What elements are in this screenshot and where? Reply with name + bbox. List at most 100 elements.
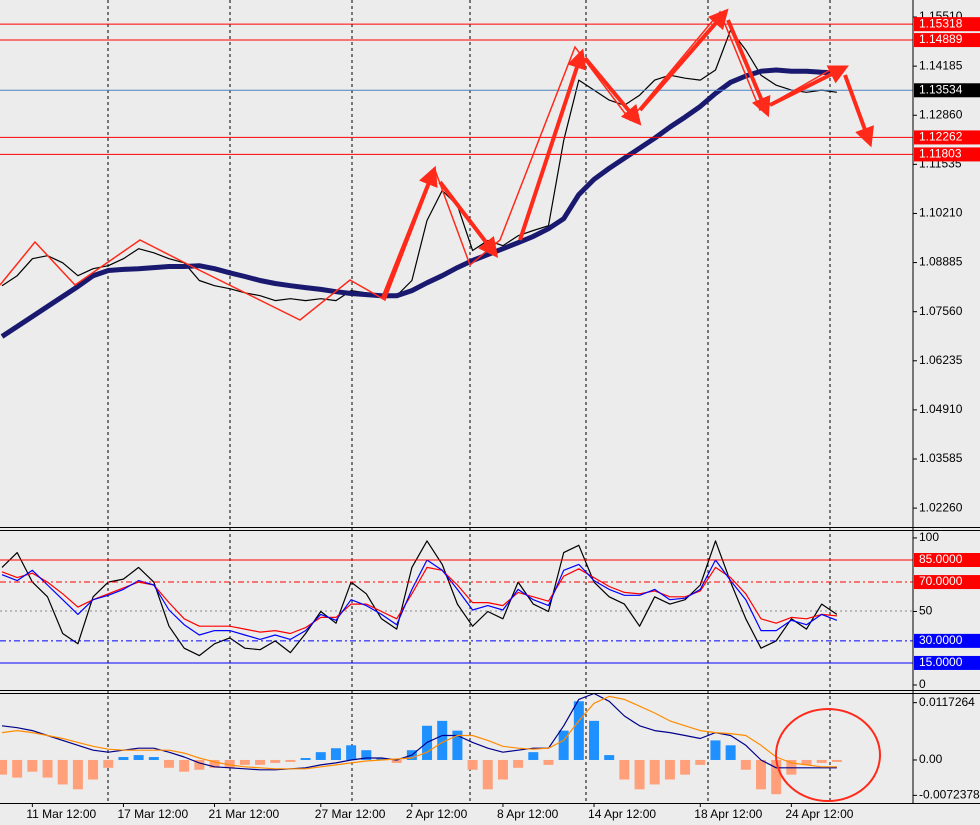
series-line (1, 692, 837, 771)
histogram-bar (664, 759, 675, 780)
y-tick-label: 1.03585 (919, 451, 963, 465)
histogram-bar (194, 759, 205, 770)
histogram-bar (437, 720, 448, 760)
histogram-bar (452, 730, 463, 760)
y-tick-label: 0 (919, 677, 926, 691)
histogram-bar (270, 759, 281, 763)
histogram-bar (72, 759, 83, 790)
histogram-bar (361, 750, 372, 760)
histogram-bar (255, 759, 266, 765)
histogram-bar (589, 720, 600, 760)
histogram-bar (224, 759, 235, 768)
y-tick-label: -0.0072378 (919, 788, 980, 802)
y-tick-label: 1.04910 (919, 402, 963, 416)
histogram-bar (771, 759, 782, 795)
histogram-bar (148, 757, 159, 760)
histogram-bar (801, 759, 812, 765)
histogram-bar (543, 759, 554, 765)
histogram-bar (513, 759, 524, 768)
histogram-bar (103, 759, 114, 768)
histogram-bar (604, 755, 615, 760)
level-label-box (914, 575, 980, 590)
level-label-box (914, 130, 980, 145)
histogram-bar (239, 759, 250, 765)
histogram-bar (695, 759, 706, 765)
level-label: 15.0000 (919, 655, 963, 669)
histogram-bar (133, 755, 144, 760)
series-line (1, 540, 838, 657)
level-label: 1.15318 (919, 16, 963, 30)
histogram-bar (558, 730, 569, 760)
plot (0, 23, 913, 795)
series-line (1, 29, 837, 302)
series-line (1, 559, 838, 640)
histogram-bar (649, 759, 660, 785)
x-tick-label: 14 Apr 12:00 (588, 807, 656, 821)
x-tick-label: 8 Apr 12:00 (497, 807, 559, 821)
histogram-bar (179, 759, 190, 772)
histogram-bar (816, 759, 827, 763)
level-label-box (914, 553, 980, 567)
level-label-box (914, 33, 980, 48)
histogram-bar (710, 740, 721, 760)
series-line (1, 695, 837, 770)
histogram-bar (634, 759, 645, 790)
histogram-bar (467, 759, 478, 770)
level-label-box (914, 655, 980, 670)
histogram-bar (209, 759, 220, 768)
histogram-bar (756, 759, 766, 790)
level-label: 1.14889 (919, 32, 963, 46)
level-label: 30.0000 (919, 633, 963, 647)
histogram-bar (376, 758, 387, 760)
y-tick-label: 1.12860 (919, 107, 963, 121)
x-tick-label: 21 Mar 12:00 (209, 807, 280, 821)
level-label: 70.0000 (919, 574, 963, 588)
y-tick-label: 1.02260 (919, 500, 963, 514)
histogram-bar (680, 759, 691, 775)
x-tick-label: 18 Apr 12:00 (694, 807, 762, 821)
histogram-bar (528, 752, 539, 760)
series-line (1, 566, 837, 635)
histogram-bar (57, 759, 68, 785)
histogram-bar (88, 759, 99, 780)
histogram-bar (573, 701, 584, 760)
histogram-bar (725, 745, 736, 760)
y-tick-label: 0.0117264 (919, 695, 975, 709)
y-tick-label: 1.06235 (919, 353, 963, 367)
histogram-bar (12, 759, 23, 778)
histogram-bar (118, 757, 129, 760)
annotations (0, 8, 881, 802)
histogram-bar (330, 748, 341, 760)
histogram-bar (27, 759, 38, 772)
histogram-bar (163, 759, 174, 768)
histogram-bar (740, 759, 751, 770)
frame (0, 0, 980, 804)
histogram-bar (619, 759, 630, 780)
histogram-bar (482, 759, 493, 790)
x-tick-label: 27 Mar 12:00 (315, 807, 386, 821)
histogram-bar (42, 759, 53, 778)
histogram-bar (300, 758, 311, 760)
x-tick-label: 2 Apr 12:00 (406, 807, 468, 821)
histogram-bar (346, 745, 357, 760)
level-label-box (914, 147, 980, 162)
y-tick-label: 1.07560 (919, 304, 963, 318)
x-tick-label: 11 Mar 12:00 (26, 807, 96, 821)
level-label-box (914, 633, 980, 648)
y-tick-label: 100 (919, 530, 939, 544)
level-label: 1.13534 (919, 82, 963, 96)
separators (107, 0, 831, 803)
histogram-bar (831, 759, 842, 762)
y-tick-label: 1.10210 (919, 206, 963, 220)
x-tick-label: 17 Mar 12:00 (117, 807, 188, 821)
y-tick-label: 1.08885 (919, 255, 963, 269)
histogram-bar (315, 752, 326, 760)
x-tick-label: 24 Apr 12:00 (785, 807, 853, 821)
level-label: 1.12262 (919, 130, 963, 144)
histogram-bar (0, 759, 7, 775)
level-label-box (914, 83, 980, 98)
level-label: 85.0000 (919, 552, 963, 566)
